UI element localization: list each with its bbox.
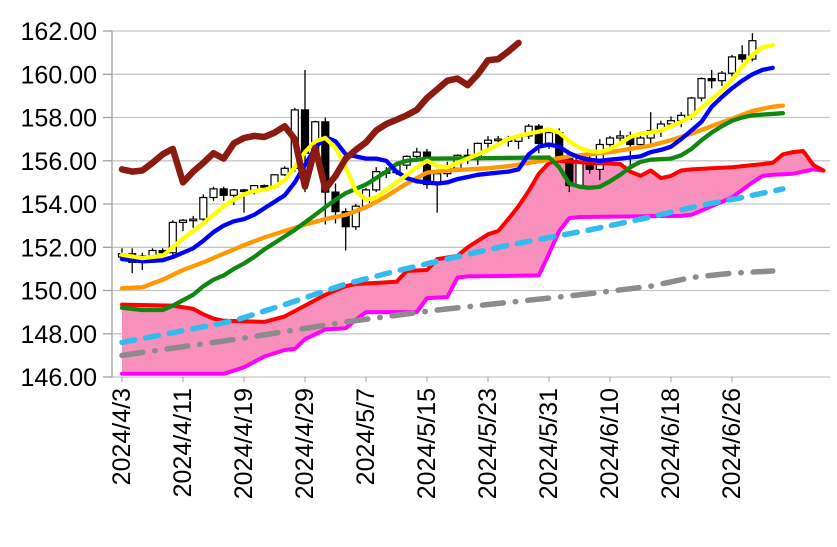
x-axis-label: 2024/5/31: [535, 388, 563, 499]
y-axis-label: 162.00: [21, 18, 97, 46]
candle-down: [707, 77, 716, 82]
candle-up: [280, 167, 289, 176]
senkou-span-b-magenta-series: [120, 167, 826, 376]
y-axis-label: 160.00: [21, 61, 97, 89]
candle-up: [616, 135, 625, 139]
y-axis-label: 158.00: [21, 105, 97, 133]
y-axis-label: 152.00: [21, 234, 97, 262]
candle-up: [189, 218, 198, 222]
candle-up: [168, 221, 177, 254]
x-axis-label: 2024/5/15: [413, 388, 441, 499]
x-axis-label: 2024/6/10: [596, 388, 624, 499]
x-axis-label: 2024/6/18: [657, 388, 685, 499]
candle-up: [605, 137, 615, 146]
candle-up: [595, 143, 604, 170]
candle-up: [717, 72, 727, 82]
candle-up: [209, 188, 218, 199]
candle-up: [199, 196, 208, 220]
x-axis-label: 2024/4/11: [169, 388, 197, 497]
ichimoku-cloud-fill: [122, 151, 824, 374]
x-axis-label: 2024/5/7: [352, 388, 380, 485]
y-axis-label: 156.00: [21, 148, 97, 176]
x-axis-label: 2024/4/29: [291, 388, 319, 499]
blue-ma-series: [119, 65, 775, 264]
candle-up: [351, 205, 360, 228]
y-axis-label: 150.00: [21, 278, 97, 306]
candle-up: [483, 139, 493, 144]
candle-up: [544, 132, 554, 145]
x-axis-label: 2024/5/23: [474, 388, 502, 499]
candle-up: [636, 137, 645, 146]
dark-red-overlay-line-series: [118, 39, 522, 193]
y-axis-label: 154.00: [21, 191, 97, 219]
x-axis-labels: 2024/4/3 2024/4/11 2024/4/19 2024/4/29 2024/…: [108, 377, 746, 499]
candle-down: [534, 125, 543, 144]
candle-up: [727, 56, 737, 74]
candle-up: [697, 77, 706, 99]
cyan-dashed-line-series: [119, 186, 786, 346]
y-axis-labels: 162.00 160.00 158.00 156.00 154.00 152.00 150.…: [21, 18, 97, 392]
x-axis-label: 2024/4/3: [108, 388, 136, 485]
x-axis-label: 2024/4/19: [230, 388, 258, 499]
candle-down: [260, 185, 269, 188]
candle-down: [738, 54, 747, 60]
candle-down: [239, 189, 249, 193]
candle-up: [178, 219, 188, 223]
y-axis-label: 148.00: [21, 321, 97, 349]
candle-up: [412, 151, 421, 158]
gray-dash-dot-line-series: [119, 268, 776, 359]
candle-down: [341, 211, 350, 228]
candle-up: [229, 189, 238, 196]
candle-up: [494, 138, 503, 142]
senkou-span-a-red-series: [120, 149, 826, 324]
x-axis-label: 2024/6/26: [718, 388, 746, 499]
y-axis-label: 146.00: [21, 364, 97, 392]
yellow-ma-series: [119, 42, 775, 261]
candle-down: [219, 188, 228, 196]
